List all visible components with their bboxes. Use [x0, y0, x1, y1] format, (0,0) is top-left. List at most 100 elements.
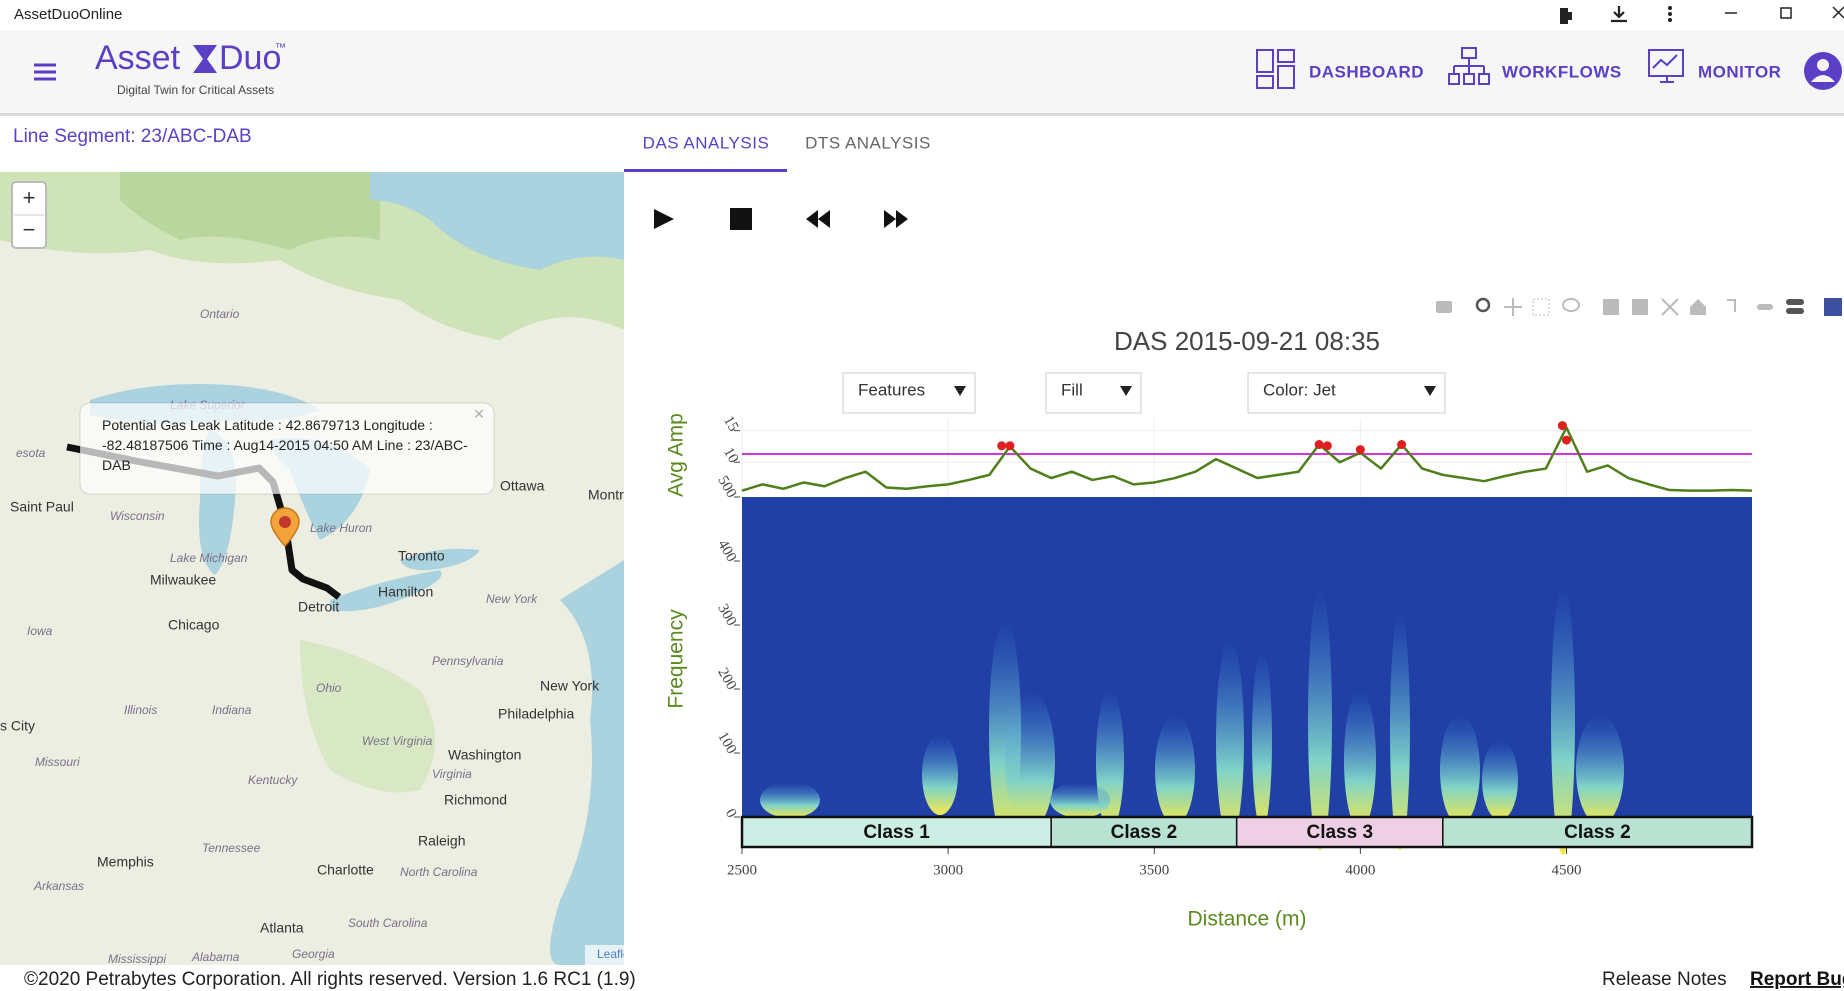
map-place-label: Ohio: [316, 681, 342, 695]
tab-das[interactable]: DAS ANALYSIS: [643, 133, 770, 152]
map-place-label: Lake Michigan: [170, 551, 248, 565]
map-place-label: Arkansas: [33, 879, 84, 893]
map-place-label: Tennessee: [202, 841, 261, 855]
workflows-icon[interactable]: [1448, 47, 1490, 85]
tool-zoom-out[interactable]: [1632, 299, 1648, 315]
x-tick-label: 3500: [1139, 862, 1169, 878]
hamburger-menu[interactable]: [34, 63, 56, 81]
dropdown-label: Features: [858, 380, 925, 399]
header-shadow: [0, 113, 1844, 116]
map-place-label: Toronto: [398, 548, 445, 564]
brand-right: Duo: [219, 39, 281, 77]
browser-controls: [1560, 6, 1844, 24]
leak-marker-dot: [279, 516, 291, 528]
map-place-label: Missouri: [35, 755, 80, 769]
map-attribution[interactable]: Leaflet: [597, 947, 634, 961]
nav-workflows[interactable]: WORKFLOWS: [1502, 62, 1622, 81]
tool-lasso[interactable]: [1562, 298, 1580, 312]
map-place-label: Indiana: [212, 703, 252, 717]
stop-button[interactable]: [730, 208, 752, 230]
class-label: Class 2: [1564, 822, 1631, 843]
tool-pan[interactable]: [1504, 298, 1522, 316]
class-strip-border: [740, 815, 1754, 849]
map-place-label: Iowa: [27, 624, 53, 638]
zoom-out[interactable]: −: [23, 217, 36, 242]
popup-text: Potential Gas Leak Latitude : 42.8679713…: [102, 417, 468, 473]
tool-zoom[interactable]: [1475, 297, 1491, 313]
play-button[interactable]: [654, 209, 674, 229]
map-place-label: Memphis: [97, 854, 154, 870]
map-place-label: Philadelphia: [498, 706, 574, 722]
tool-home[interactable]: [1690, 299, 1706, 315]
zoom-in[interactable]: +: [23, 185, 36, 210]
class-band: [1442, 816, 1753, 848]
map[interactable]: OntarioLake SuperioresotaSaint PaulWisco…: [0, 172, 634, 966]
tool-hover-compare-2: [1786, 308, 1804, 314]
map-place-label: Illinois: [124, 703, 157, 717]
amp-panel: [742, 418, 1752, 497]
map-place-label: Raleigh: [418, 833, 465, 849]
popup-close[interactable]: ×: [474, 404, 485, 424]
spectrogram: [742, 497, 1752, 855]
map-place-label: Ontario: [200, 307, 240, 321]
map-place-label: s City: [0, 718, 35, 734]
forward-button[interactable]: [884, 210, 908, 228]
tool-box-select[interactable]: [1532, 298, 1550, 316]
brand-trademark: ™: [275, 42, 286, 54]
tool-camera[interactable]: [1436, 301, 1452, 313]
amp-axis-label: Avg Amp: [665, 413, 688, 497]
nav-monitor[interactable]: MONITOR: [1698, 62, 1781, 81]
x-axis-label: Distance (m): [1187, 908, 1306, 931]
tool-spike[interactable]: [1727, 299, 1736, 312]
release-notes[interactable]: Release Notes: [1602, 969, 1727, 990]
map-place-label: Lake Huron: [310, 521, 372, 535]
close[interactable]: [1832, 6, 1844, 19]
peak-marker: [1397, 440, 1407, 450]
amp-tick-label: 10: [720, 445, 741, 466]
monitor-icon[interactable]: [1648, 49, 1684, 83]
map-place-label: Charlotte: [317, 862, 374, 878]
dropdown-features[interactable]: Features: [842, 372, 976, 414]
restore[interactable]: [1780, 7, 1792, 19]
footer-copyright: ©2020 Petrabytes Corporation. All rights…: [24, 969, 636, 990]
line-segment: Line Segment: 23/ABC-DAB: [13, 126, 252, 147]
nav-dashboard[interactable]: DASHBOARD: [1309, 62, 1424, 81]
peak-marker: [1561, 435, 1571, 445]
download-icon[interactable]: [1611, 6, 1627, 23]
dropdown-fill[interactable]: Fill: [1045, 372, 1142, 414]
dropdown-label: Color: Jet: [1263, 380, 1336, 399]
map-place-label: New York: [540, 678, 600, 694]
tool-zoom-in[interactable]: [1603, 299, 1619, 315]
app-header: [0, 30, 1844, 113]
menu-dot: [1668, 18, 1672, 22]
x-tick-label: 4500: [1551, 862, 1581, 878]
popup-content: Potential Gas Leak Latitude : 42.8679713…: [102, 417, 468, 473]
map-place-label: West Virginia: [362, 734, 433, 748]
map-place-label: Detroit: [298, 599, 339, 615]
brand-left: Asset: [95, 39, 181, 77]
map-place-label: Alabama: [191, 950, 240, 964]
user-avatar[interactable]: [1804, 52, 1842, 90]
dashboard-icon[interactable]: [1256, 49, 1295, 89]
report-bug[interactable]: Report Bug: [1750, 969, 1844, 990]
tool-plotly-logo[interactable]: [1824, 298, 1842, 316]
x-tick-label: 3000: [933, 862, 963, 878]
tool-hover-closest[interactable]: [1757, 304, 1773, 310]
map-place-label: South Carolina: [348, 916, 428, 930]
map-place-label: Mississippi: [108, 952, 166, 966]
menu-dot[interactable]: [1668, 6, 1672, 10]
map-place-label: Milwaukee: [150, 572, 216, 588]
class-band: [1050, 816, 1238, 848]
tool-hover-compare[interactable]: [1786, 299, 1804, 305]
freq-tick-label: 0: [722, 806, 740, 820]
tab-dts[interactable]: DTS ANALYSIS: [805, 133, 931, 152]
menu-dot: [1668, 12, 1672, 16]
extensions-icon[interactable]: [1560, 8, 1572, 24]
map-place-label: North Carolina: [400, 865, 478, 879]
rewind-button[interactable]: [806, 210, 830, 228]
tool-autoscale[interactable]: [1661, 298, 1679, 316]
map-place-label: Ottawa: [500, 478, 545, 494]
dropdown-color[interactable]: Color: Jet: [1247, 372, 1446, 414]
brand-tagline: Digital Twin for Critical Assets: [117, 83, 274, 97]
x-tick-label: 2500: [727, 862, 757, 878]
